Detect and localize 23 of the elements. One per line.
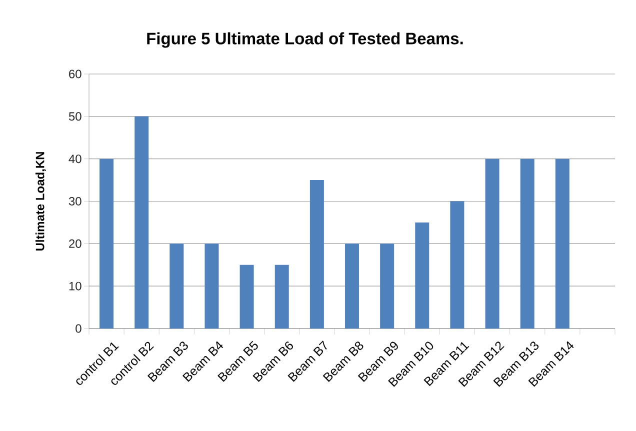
- bar: [310, 180, 324, 328]
- bar: [485, 158, 500, 328]
- bar: [345, 244, 360, 328]
- bar: [415, 222, 430, 328]
- y-tick-label: 0: [76, 324, 82, 333]
- y-tick-label: 50: [68, 112, 82, 121]
- bar: [100, 158, 114, 328]
- y-tick-label: 30: [68, 197, 82, 206]
- y-tick-label: 60: [69, 70, 82, 78]
- bar: [380, 244, 394, 328]
- chart-title: Figure 5 Ultimate Load of Tested Beams.: [147, 32, 463, 48]
- bar: [134, 116, 149, 328]
- y-tick-label: 20: [69, 239, 82, 248]
- bar: [555, 158, 570, 328]
- bar: [450, 201, 464, 328]
- y-tick-label: 40: [68, 154, 82, 164]
- bar: [520, 158, 534, 328]
- bar: [170, 244, 184, 328]
- bar: [240, 264, 254, 328]
- bar: [274, 264, 289, 328]
- y-tick-label: 10: [69, 282, 82, 290]
- bar: [204, 244, 219, 328]
- y-axis-title: Ultimate Load,KN: [35, 152, 46, 251]
